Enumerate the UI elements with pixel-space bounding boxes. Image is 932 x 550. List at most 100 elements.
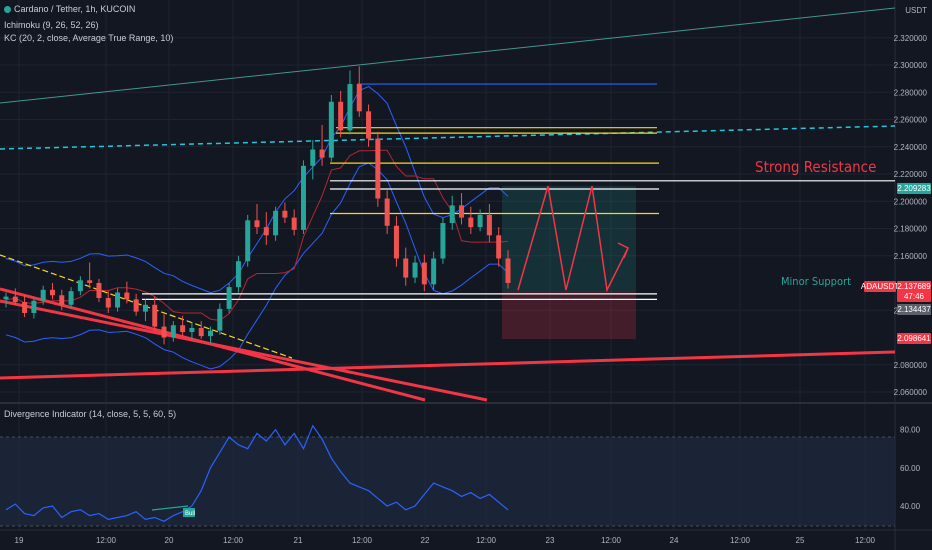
- candle-body: [22, 302, 28, 313]
- price-tick-label: 2.320000: [894, 34, 928, 43]
- price-badge-label: ADAUSDT: [861, 282, 899, 291]
- ichimoku-legend[interactable]: Ichimoku (9, 26, 52, 26): [4, 20, 99, 30]
- time-tick-label: 12:00: [223, 536, 244, 545]
- candle-body: [161, 326, 167, 338]
- price-badge: [897, 304, 931, 315]
- bull-divergence-line: [151, 505, 189, 511]
- candle-body: [338, 101, 344, 131]
- price-badge-label: 2.137689: [897, 282, 931, 291]
- upper-channel-trendline[interactable]: [0, 7, 896, 104]
- candle-body: [170, 325, 176, 338]
- candle-body: [263, 227, 269, 236]
- time-tick-label: 24: [670, 536, 679, 545]
- price-badge: [864, 281, 896, 292]
- candle-body: [96, 283, 102, 298]
- loss-zone[interactable]: [502, 291, 636, 339]
- projected-zigzag-path[interactable]: [517, 185, 629, 293]
- candle-body: [31, 300, 37, 313]
- time-tick-label: 12:00: [96, 536, 117, 545]
- candle-body: [421, 262, 427, 285]
- candle-body: [310, 149, 316, 166]
- symbol-title: Cardano / Tether, 1h, KUCOIN: [14, 4, 136, 14]
- price-tick-label: 2.280000: [894, 88, 928, 97]
- bull-badge-label: Bull: [185, 511, 195, 517]
- time-tick-label: 23: [546, 536, 555, 545]
- candle-body: [328, 101, 334, 158]
- time-axis[interactable]: 19 12:00 20 12:00 21 12:00 22 12:00 23 12:00 24 12:…: [15, 536, 876, 545]
- price-tick-label: 2.220000: [894, 170, 928, 179]
- time-tick-label: 12:00: [730, 536, 751, 545]
- price-tick-label: 2.260000: [894, 116, 928, 125]
- price-axis[interactable]: 2.320000 2.300000 2.280000 2.260000 2.240000…: [894, 34, 928, 397]
- candle-body: [449, 205, 455, 224]
- candle-body: [375, 138, 381, 199]
- oscillator-axis[interactable]: 80.00 60.00 40.00: [900, 426, 921, 511]
- symbol-legend[interactable]: Cardano / Tether, 1h, KUCOIN: [4, 4, 135, 14]
- time-tick-label: 20: [165, 536, 174, 545]
- candle-body: [356, 84, 362, 112]
- candle-body: [3, 296, 9, 300]
- candle-body: [403, 258, 409, 278]
- price-tick-label: 2.160000: [894, 252, 928, 261]
- candle-body: [393, 225, 399, 259]
- candle-body: [124, 292, 130, 300]
- bull-badge: [183, 508, 195, 517]
- candle-body: [468, 217, 474, 228]
- price-tick-label: 2.200000: [894, 197, 928, 206]
- candle-body: [245, 220, 251, 262]
- oscillator-line: [5, 424, 509, 522]
- candle-body: [347, 84, 353, 131]
- candle-body: [412, 262, 418, 278]
- currency-label[interactable]: USDT: [905, 6, 927, 15]
- minor-support-label[interactable]: Minor Support: [781, 275, 851, 288]
- profit-zone[interactable]: [502, 186, 636, 291]
- keltner-legend[interactable]: KC (20, 2, close, Average True Range, 10…: [4, 33, 174, 43]
- time-tick-label: 22: [421, 536, 430, 545]
- candle-body: [319, 149, 325, 158]
- price-badge-label: 2.209283: [897, 184, 931, 193]
- time-tick-label: 25: [796, 536, 805, 545]
- candle-body: [235, 261, 241, 288]
- candle-body: [440, 223, 446, 259]
- red-uptrend-line[interactable]: [0, 350, 896, 380]
- candle-body: [459, 205, 465, 218]
- candle-body: [282, 210, 288, 218]
- time-tick-label: 12:00: [352, 536, 373, 545]
- candle-body: [133, 299, 139, 312]
- strong-resistance-label[interactable]: Strong Resistance: [755, 158, 876, 176]
- ichimoku-base-line: [5, 149, 509, 322]
- candle-body: [180, 325, 186, 333]
- candle-body: [505, 258, 511, 283]
- projection-arrowhead: [617, 242, 629, 259]
- candle-body: [87, 280, 93, 283]
- candle-body: [198, 327, 204, 337]
- price-tick-label: 2.300000: [894, 61, 928, 70]
- candle-body: [384, 198, 390, 226]
- oscillator-band: [0, 437, 895, 526]
- candle-body: [254, 220, 260, 228]
- oscillator-tick-label: 40.00: [900, 502, 921, 511]
- time-tick-label: 12:00: [601, 536, 622, 545]
- market-status-icon: [4, 6, 11, 14]
- candle-body: [226, 287, 232, 309]
- price-badge-label: 2.134437: [897, 305, 931, 314]
- price-tick-label: 2.180000: [894, 225, 928, 234]
- candle-body: [273, 210, 279, 236]
- oscillator-tick-label: 60.00: [900, 464, 921, 473]
- candle-body: [115, 292, 121, 308]
- price-tick-label: 2.240000: [894, 143, 928, 152]
- candle-body: [152, 304, 158, 327]
- oscillator-tick-label: 80.00: [900, 426, 921, 435]
- divergence-legend[interactable]: Divergence Indicator (14, close, 5, 5, 6…: [4, 409, 177, 419]
- keltner-upper-band: [5, 86, 509, 294]
- candle-body: [217, 308, 223, 331]
- price-badge: [897, 291, 931, 302]
- red-downtrend-line-2[interactable]: [0, 299, 488, 402]
- price-badge: [897, 333, 931, 344]
- candle-body: [486, 214, 492, 236]
- candle-body: [105, 297, 111, 308]
- candle-body: [68, 291, 74, 305]
- candle-body: [366, 111, 372, 139]
